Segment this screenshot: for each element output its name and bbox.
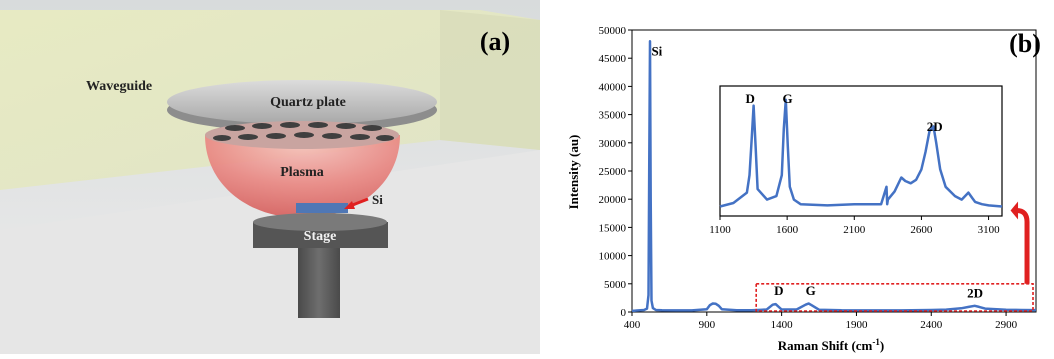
floor-plane — [0, 150, 540, 354]
y-tick-label: 20000 — [599, 194, 627, 206]
si-sample — [296, 203, 348, 213]
x-tick-label: 1900 — [845, 319, 868, 331]
y-axis-label: Intensity (au) — [566, 135, 581, 210]
stage-post — [298, 248, 340, 318]
x-tick-label: 2400 — [920, 319, 943, 331]
x-tick-label: 2900 — [995, 319, 1018, 331]
waveguide-label: Waveguide — [86, 79, 152, 94]
raman-line-main — [631, 40, 1037, 313]
y-tick-label: 30000 — [599, 138, 627, 150]
reactor-schematic-svg: (a) Waveguide Quartz plate Plasma Si Sta… — [0, 0, 540, 354]
panel-a-label: (a) — [480, 27, 510, 56]
inset-annotation-2d: 2D — [927, 119, 943, 134]
stage-label: Stage — [304, 229, 337, 244]
y-tick-label: 35000 — [599, 110, 627, 122]
inset-annotation-d: D — [746, 91, 755, 106]
y-tick-label: 10000 — [599, 251, 627, 263]
x-axis-label: Raman Shift (cm-1) — [778, 337, 884, 353]
y-tick-label: 50000 — [599, 25, 627, 37]
inset-x-tick-label: 2100 — [843, 224, 866, 236]
quartz-plate-label: Quartz plate — [270, 95, 346, 110]
inset-frame — [719, 85, 1003, 217]
x-tick-label: 400 — [624, 319, 641, 331]
waveguide-side — [440, 10, 540, 150]
zoom-arrow-head — [1010, 201, 1019, 220]
si-arrow-head — [344, 201, 355, 209]
quartz-plate-holes — [213, 122, 394, 141]
main-plot: 0 5000 10000 15000 20000 25000 30000 35000 40000… — [599, 25, 1037, 331]
inset-x-tick-label: 2600 — [910, 224, 933, 236]
x-tick-label: 900 — [699, 319, 716, 331]
zoom-arrow — [1016, 207, 1030, 284]
annotation-d: D — [774, 283, 783, 298]
annotation-g: G — [806, 283, 816, 298]
plasma-dome — [205, 135, 400, 218]
raman-line-inset — [719, 98, 1003, 208]
inset-annotation-g: G — [782, 91, 792, 106]
si-label: Si — [372, 192, 383, 207]
y-tick-label: 5000 — [604, 279, 627, 291]
inset-x-tick-label: 1100 — [709, 224, 731, 236]
raman-spectrum-svg: (b) Intensity (au) Raman Shift (cm-1) 05… — [566, 25, 1041, 353]
annotation-2d: 2D — [967, 285, 983, 300]
quartz-plate — [167, 80, 437, 124]
stage-top — [253, 213, 387, 231]
x-tick-label: 1400 — [771, 319, 794, 331]
panel-a-schematic: (a) Waveguide Quartz plate Plasma Si Sta… — [0, 0, 540, 354]
y-tick-label: 40000 — [599, 81, 627, 93]
plasma-label: Plasma — [280, 165, 324, 180]
zoom-region-box — [755, 282, 1034, 312]
inset-x-tick-label: 3100 — [978, 224, 1001, 236]
annotation-si: Si — [651, 43, 662, 58]
inset-x-tick-label: 1600 — [776, 224, 799, 236]
y-tick-label: 0 — [621, 307, 627, 319]
y-tick-label: 15000 — [599, 222, 627, 234]
y-tick-label: 45000 — [599, 53, 627, 65]
inset-plot: 1100 1600 2100 2600 3100 D G 2D — [709, 85, 1003, 236]
y-tick-label: 25000 — [599, 166, 627, 178]
